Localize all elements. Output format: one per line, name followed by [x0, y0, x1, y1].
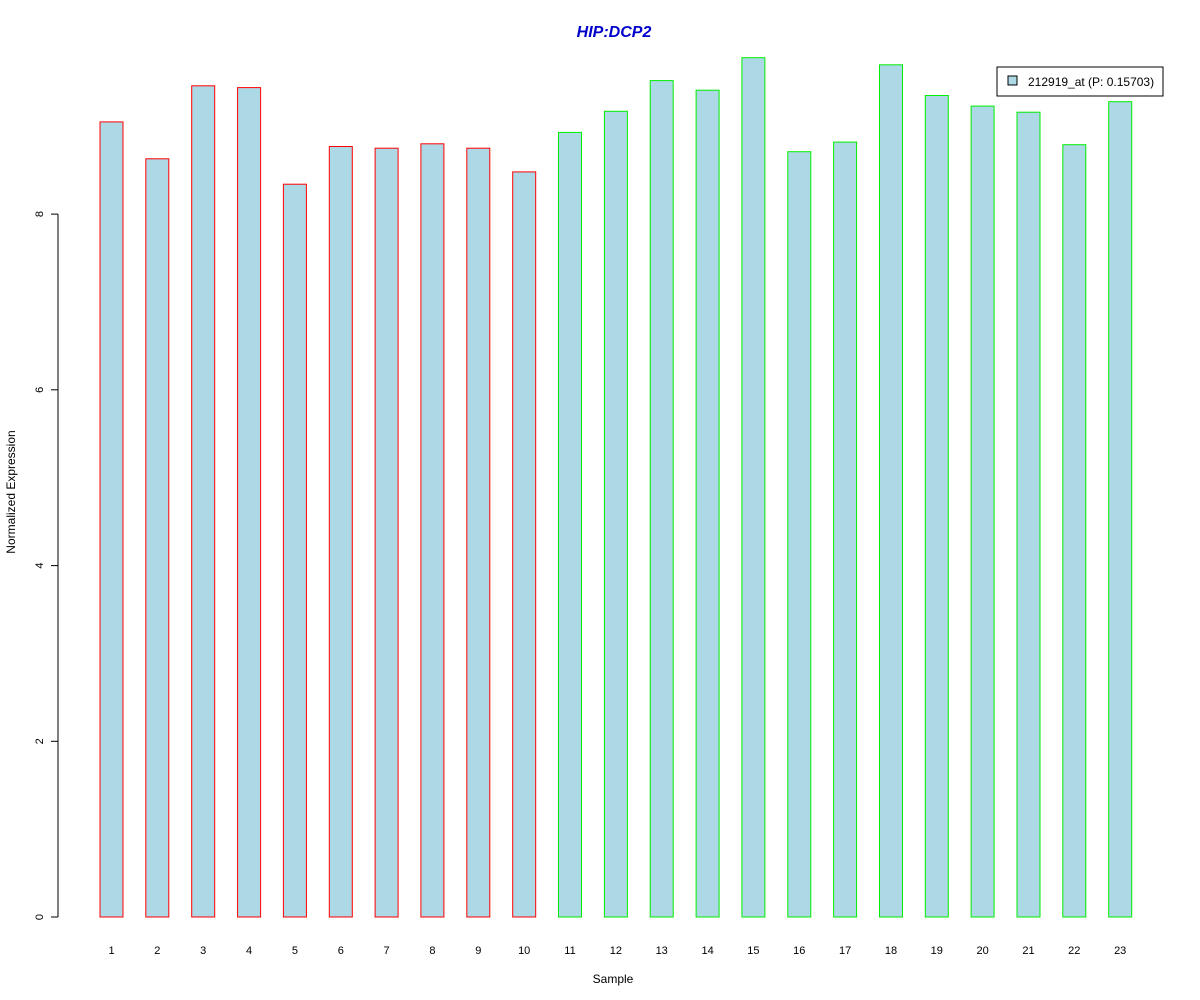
x-tick-label: 14 [701, 945, 713, 957]
legend-label: 212919_at (P: 0.15703) [1028, 75, 1154, 89]
x-tick-label: 1 [108, 945, 114, 957]
bar-sample-4 [237, 87, 262, 918]
legend-box [996, 66, 1164, 97]
x-tick-label: 6 [338, 945, 344, 957]
y-tick-label: 6 [34, 387, 46, 393]
bar-sample-1 [99, 121, 124, 918]
x-tick-label: 2 [154, 945, 160, 957]
x-tick-label: 8 [429, 945, 435, 957]
bar-sample-15 [741, 57, 766, 918]
bar-sample-17 [833, 141, 858, 918]
bar-sample-2 [145, 158, 170, 918]
x-tick-label: 20 [976, 945, 988, 957]
x-tick-label: 22 [1068, 945, 1080, 957]
y-axis-title: Normalized Expression [4, 430, 18, 553]
bar-sample-21 [1016, 111, 1041, 918]
legend-swatch [1007, 75, 1018, 86]
bar-sample-11 [558, 131, 582, 918]
x-tick-label: 13 [656, 945, 668, 957]
bar-sample-19 [924, 95, 949, 918]
bar-sample-23 [1108, 101, 1133, 918]
x-tick-label: 19 [931, 945, 943, 957]
bar-sample-22 [1062, 144, 1087, 918]
legend: 212919_at (P: 0.15703) [996, 66, 1164, 97]
x-tick-label: 11 [564, 945, 575, 957]
x-tick-label: 5 [292, 945, 298, 957]
x-tick-label: 3 [200, 945, 206, 957]
bar-sample-3 [191, 85, 216, 918]
x-tick-label: 12 [610, 945, 622, 957]
x-tick-label: 17 [839, 945, 851, 957]
y-tick-label: 4 [34, 563, 46, 569]
bar-sample-5 [282, 183, 307, 918]
bar-sample-6 [328, 146, 353, 918]
bar-sample-8 [420, 143, 445, 918]
y-tick-label: 2 [34, 738, 46, 744]
x-tick-label: 15 [747, 945, 759, 957]
bar-sample-20 [970, 105, 995, 918]
bar-sample-10 [512, 171, 537, 918]
x-axis-title: Sample [593, 972, 634, 986]
bar-sample-13 [649, 80, 674, 918]
y-tick-label: 0 [34, 914, 46, 920]
bar-sample-12 [603, 110, 628, 918]
x-tick-label: 10 [518, 945, 530, 957]
x-tick-label: 23 [1114, 945, 1126, 957]
bar-sample-16 [787, 151, 812, 918]
bar-sample-7 [374, 147, 399, 918]
x-tick-label: 7 [384, 945, 390, 957]
x-tick-label: 4 [246, 945, 252, 957]
x-tick-label: 16 [793, 945, 805, 957]
bars-group [99, 57, 1133, 918]
bar-sample-18 [879, 64, 903, 918]
bar-sample-14 [695, 89, 720, 918]
x-tick-label: 18 [885, 945, 897, 957]
bar-sample-9 [466, 147, 491, 918]
chart-title: HIP:DCP2 [577, 24, 652, 41]
x-tick-label: 9 [475, 945, 481, 957]
x-tick-labels: 1 2 3 4 5 6 7 8 9 10 11 12 13 14 15 16 17 18 19 20 21 22 23 [108, 945, 1126, 957]
y-tick-label: 8 [34, 211, 46, 217]
x-tick-label: 21 [1022, 945, 1034, 957]
y-axis: 0 2 4 6 8 [34, 211, 59, 920]
